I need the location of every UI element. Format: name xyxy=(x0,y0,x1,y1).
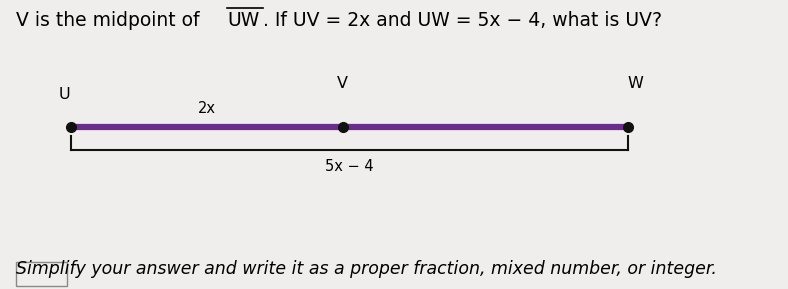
Text: 2x: 2x xyxy=(198,101,216,116)
FancyBboxPatch shape xyxy=(17,262,68,286)
Text: W: W xyxy=(627,76,643,91)
Text: . If UV = 2x and UW = 5x − 4, what is UV?: . If UV = 2x and UW = 5x − 4, what is UV… xyxy=(263,11,662,30)
Text: V: V xyxy=(337,76,348,91)
Text: Simplify your answer and write it as a proper fraction, mixed number, or integer: Simplify your answer and write it as a p… xyxy=(17,260,717,278)
Text: UW: UW xyxy=(228,11,260,30)
Text: 5x − 4: 5x − 4 xyxy=(325,159,374,174)
Text: U: U xyxy=(58,87,70,102)
Text: V is the midpoint of: V is the midpoint of xyxy=(17,11,206,30)
